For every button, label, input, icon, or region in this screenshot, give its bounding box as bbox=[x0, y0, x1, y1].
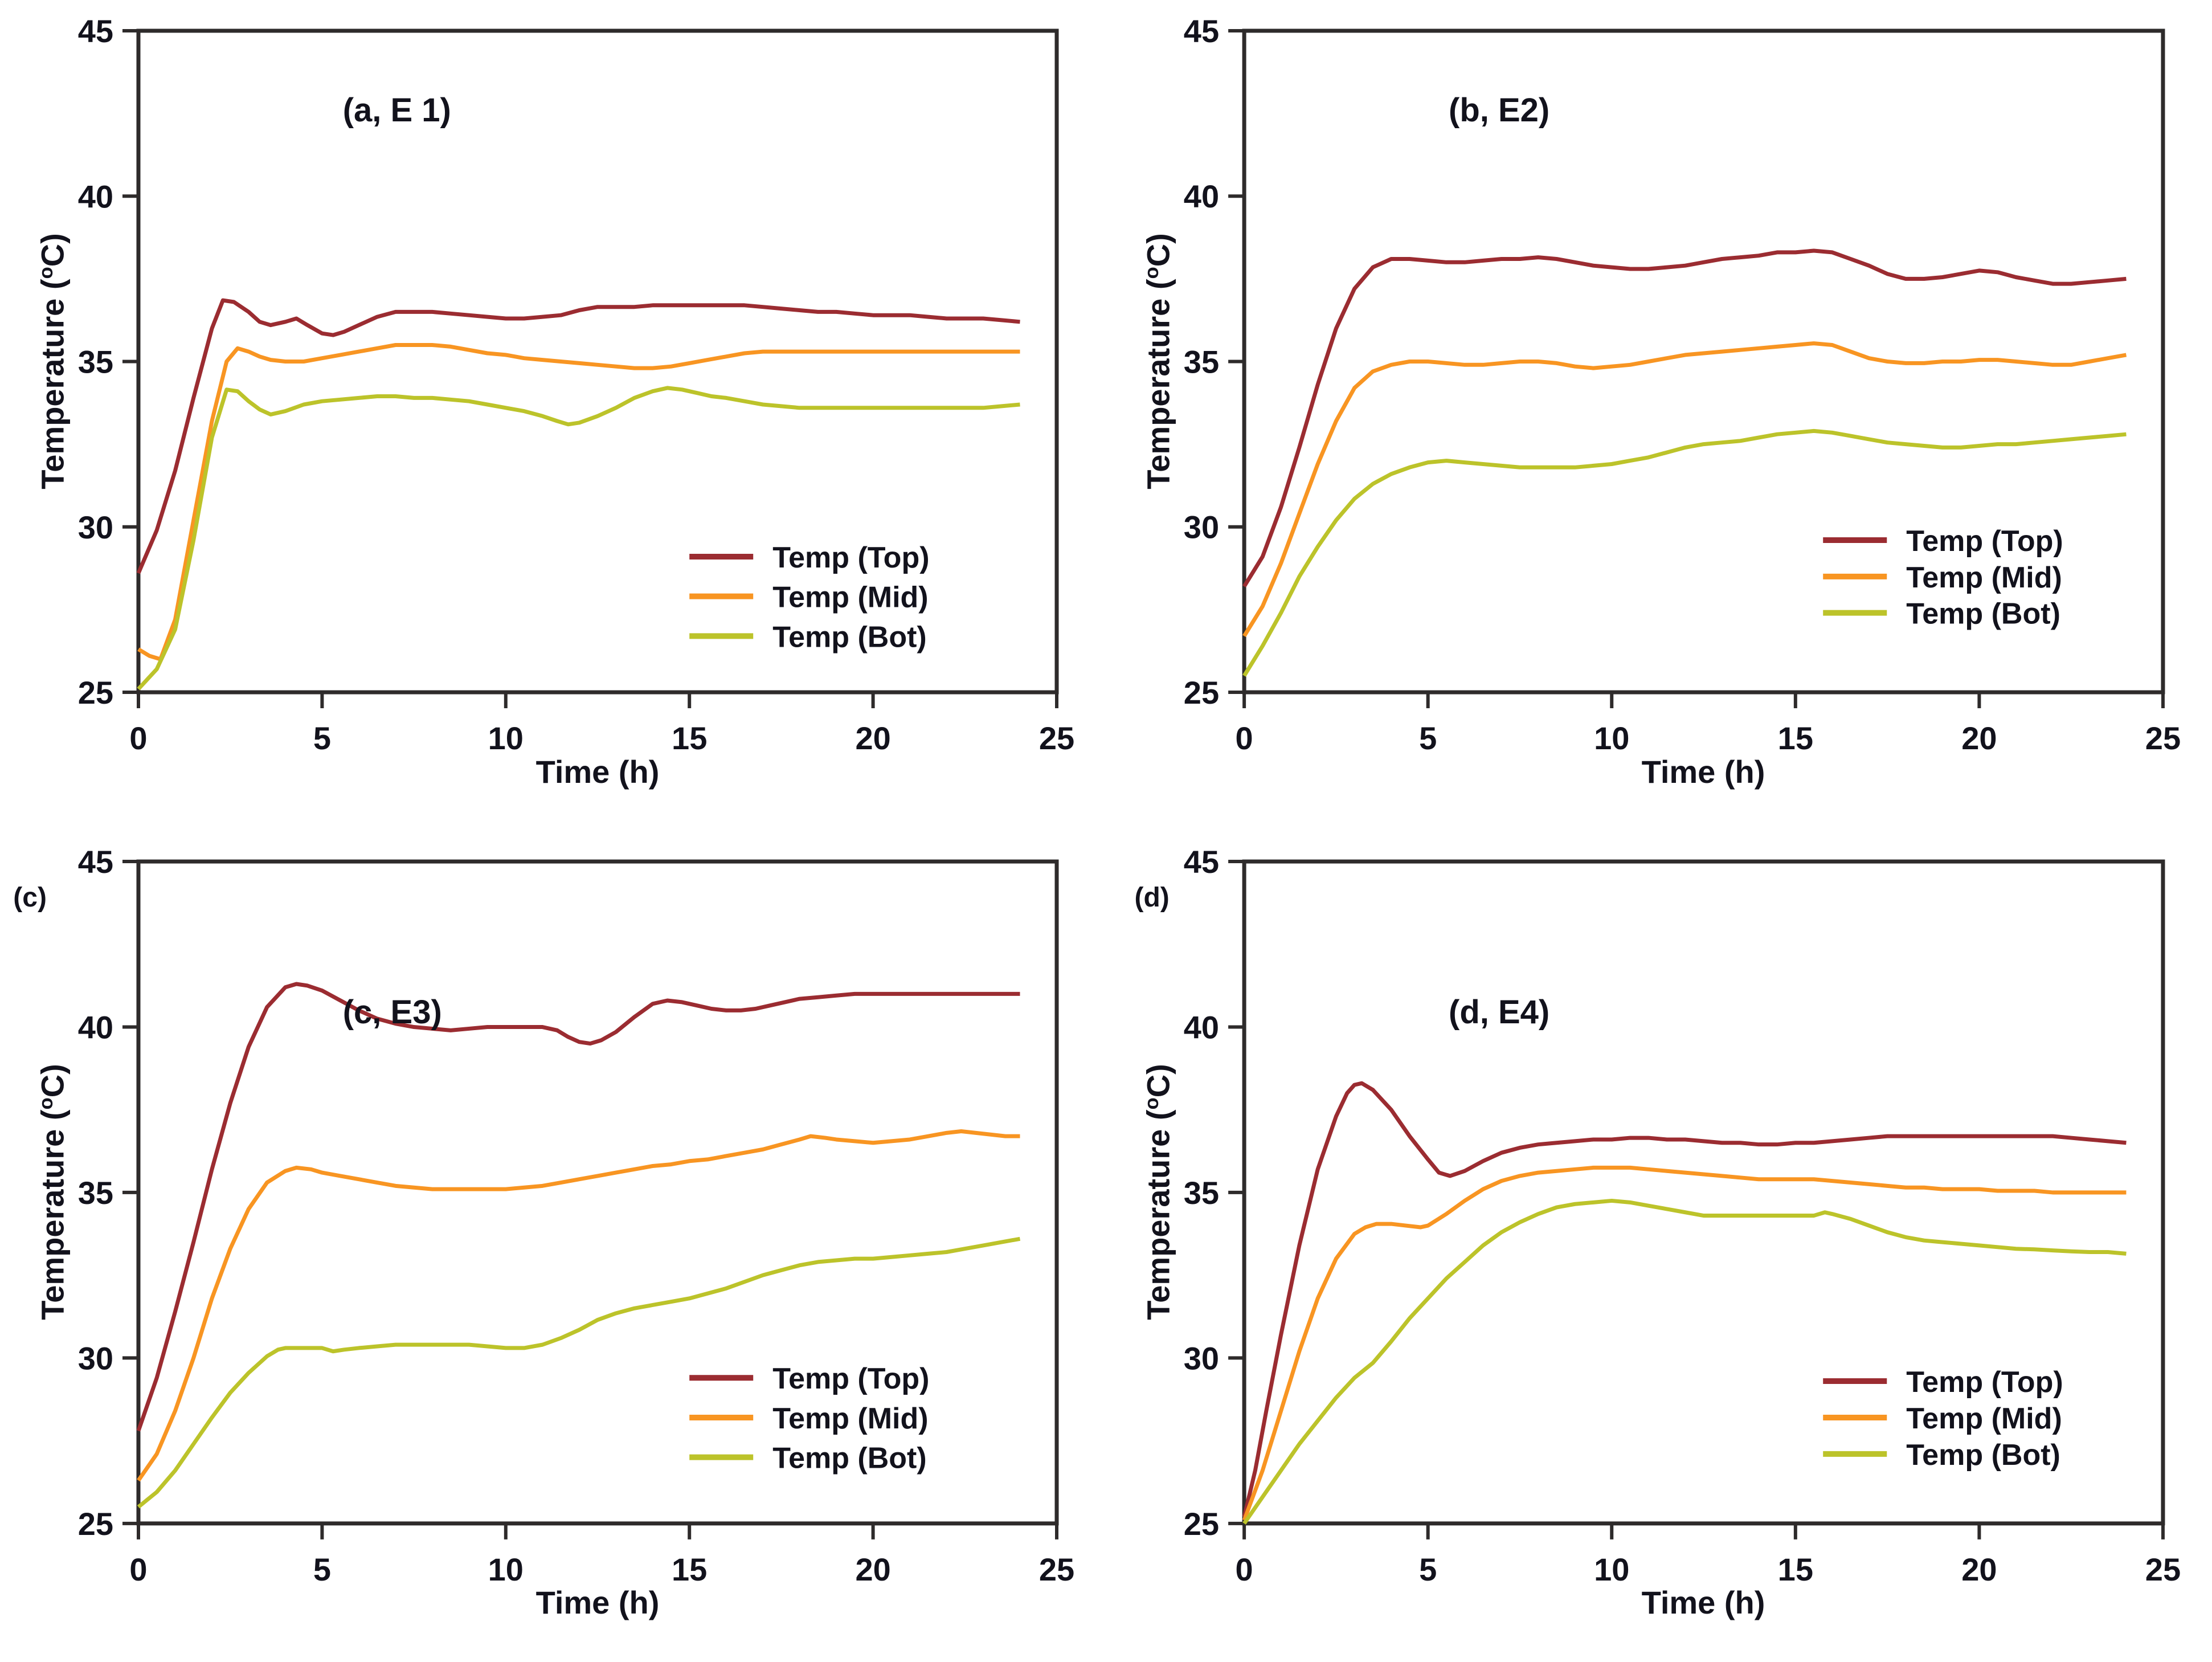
x-tick-label: 0 bbox=[129, 720, 147, 756]
chart-b-e2: 0 5 10 15 20 25 25 30 35 40 45 Temp (Top)Temp (Mid)… bbox=[1184, 13, 2181, 756]
series-line-temp-bot- bbox=[137, 1236, 1021, 1509]
y-tick-label: 30 bbox=[1184, 509, 1219, 545]
x-tick-label: 0 bbox=[1236, 1551, 1253, 1587]
x-axis-label: Time (h) bbox=[535, 1585, 660, 1620]
x-tick-label: 10 bbox=[1594, 1551, 1629, 1587]
panel-title: (b, E2) bbox=[1449, 92, 1550, 129]
x-tick-label: 25 bbox=[1039, 1551, 1074, 1587]
legend-label: Temp (Mid) bbox=[772, 1402, 928, 1435]
y-tick-label: 25 bbox=[1184, 1506, 1219, 1542]
legend-label: Temp (Top) bbox=[772, 541, 929, 574]
chart-c-e3: 0 5 10 15 20 25 25 30 35 40 45 Temp (Top) Temp (Mid)… bbox=[78, 844, 1074, 1587]
x-tick-label: 25 bbox=[2145, 720, 2181, 756]
x-tick-label: 10 bbox=[488, 720, 524, 756]
y-tick-label: 30 bbox=[78, 1340, 113, 1376]
y-tick-label: 35 bbox=[1184, 344, 1219, 380]
y-tick-label: 40 bbox=[78, 1009, 113, 1045]
panel-b-e2: Temperature (oC) 0 5 10 15 20 25 25 30 35 40 45 Tem… bbox=[1106, 0, 2212, 831]
y-tick-label: 45 bbox=[1184, 844, 1219, 880]
y-tick-label: 25 bbox=[78, 1506, 113, 1542]
x-tick-label: 20 bbox=[855, 720, 890, 756]
x-tick-label: 15 bbox=[672, 1551, 707, 1587]
x-tick-label: 0 bbox=[129, 1551, 147, 1587]
x-tick-label: 20 bbox=[1961, 1551, 1997, 1587]
chart-d-e4: 0 5 10 15 20 25 25 30 35 40 45 Temp (Top)Temp (Mid)… bbox=[1184, 844, 2181, 1587]
y-tick-label: 25 bbox=[78, 675, 113, 710]
x-tick-label: 20 bbox=[855, 1551, 890, 1587]
chart-a-e1: 0 5 10 15 20 25 25 30 35 40 45 Temp (Top) Temp (Mid)… bbox=[78, 13, 1074, 756]
series-line-temp-mid- bbox=[137, 343, 1020, 661]
legend-label: Temp (Top) bbox=[1906, 525, 2063, 558]
y-tick-label: 35 bbox=[1184, 1175, 1219, 1211]
x-tick-label: 5 bbox=[313, 720, 331, 756]
series-line-temp-mid- bbox=[137, 1129, 1020, 1482]
y-tick-label: 45 bbox=[78, 13, 113, 49]
y-tick-label: 30 bbox=[1184, 1340, 1219, 1376]
legend-label: Temp (Bot) bbox=[1906, 1439, 2060, 1472]
legend-label: Temp (Bot) bbox=[1906, 598, 2060, 631]
series-line-temp-top- bbox=[136, 982, 1020, 1432]
y-tick-label: 35 bbox=[78, 344, 113, 380]
y-tick-label: 45 bbox=[78, 844, 113, 880]
legend-label: Temp (Bot) bbox=[772, 620, 927, 654]
y-tick-label: 25 bbox=[1184, 675, 1219, 710]
x-tick-label: 5 bbox=[1419, 1551, 1437, 1587]
series-line-temp-top- bbox=[136, 298, 1020, 574]
x-tick-label: 15 bbox=[672, 720, 707, 756]
panel-corner-label: (c) bbox=[13, 883, 47, 913]
y-tick-label: 45 bbox=[1184, 13, 1219, 49]
legend-label: Temp (Mid) bbox=[772, 581, 928, 614]
y-tick-label: 30 bbox=[78, 509, 113, 545]
series-line-temp-mid- bbox=[1242, 1165, 2127, 1521]
series-line-temp-mid- bbox=[1242, 341, 2127, 638]
y-tick-label: 40 bbox=[1184, 1009, 1219, 1045]
legend-label: Temp (Mid) bbox=[1906, 561, 2062, 594]
panel-title: (c, E3) bbox=[342, 993, 442, 1031]
x-axis-label: Time (h) bbox=[1641, 1585, 1765, 1620]
y-tick-label: 40 bbox=[78, 178, 113, 214]
series-line-temp-bot- bbox=[1242, 428, 2127, 677]
y-tick-label: 40 bbox=[1184, 178, 1219, 214]
x-tick-label: 25 bbox=[1039, 720, 1074, 756]
series-line-temp-top- bbox=[1242, 248, 2127, 588]
legend-label: Temp (Bot) bbox=[772, 1442, 926, 1475]
panel-title: (a, E 1) bbox=[342, 92, 451, 129]
plot-frame bbox=[1242, 28, 2165, 695]
x-tick-label: 0 bbox=[1236, 720, 1253, 756]
panel-title: (d, E4) bbox=[1449, 993, 1550, 1031]
plot-frame bbox=[1242, 859, 2165, 1526]
y-tick-label: 35 bbox=[78, 1175, 113, 1211]
panel-corner-label: (d) bbox=[1134, 883, 1170, 913]
series-line-temp-top- bbox=[1242, 1081, 2127, 1518]
panel-c-e3: (c) Temperature (oC) 0 5 10 15 20 25 25 30 35 40 4… bbox=[0, 831, 1106, 1662]
series-line-temp-bot- bbox=[137, 386, 1020, 691]
legend-label: Temp (Top) bbox=[772, 1362, 929, 1395]
panel-d-e4: (d) Temperature (oC) 0 5 10 15 20 25 25 30 35 40 4… bbox=[1106, 831, 2212, 1662]
x-tick-label: 5 bbox=[1419, 720, 1437, 756]
x-tick-label: 25 bbox=[2145, 1551, 2181, 1587]
x-tick-label: 15 bbox=[1778, 1551, 1813, 1587]
x-tick-label: 15 bbox=[1778, 720, 1813, 756]
legend-label: Temp (Top) bbox=[1906, 1366, 2063, 1399]
series-line-temp-bot- bbox=[1242, 1198, 2127, 1525]
x-tick-label: 5 bbox=[313, 1551, 331, 1587]
x-axis-label: Time (h) bbox=[535, 754, 660, 790]
panel-a-e1: Temperature (oC) 0 5 10 15 20 25 25 30 35 40 45 Tem… bbox=[0, 0, 1106, 831]
legend-label: Temp (Mid) bbox=[1906, 1402, 2062, 1435]
x-tick-label: 20 bbox=[1961, 720, 1997, 756]
x-tick-label: 10 bbox=[488, 1551, 524, 1587]
x-axis-label: Time (h) bbox=[1641, 754, 1765, 790]
x-tick-label: 10 bbox=[1594, 720, 1629, 756]
